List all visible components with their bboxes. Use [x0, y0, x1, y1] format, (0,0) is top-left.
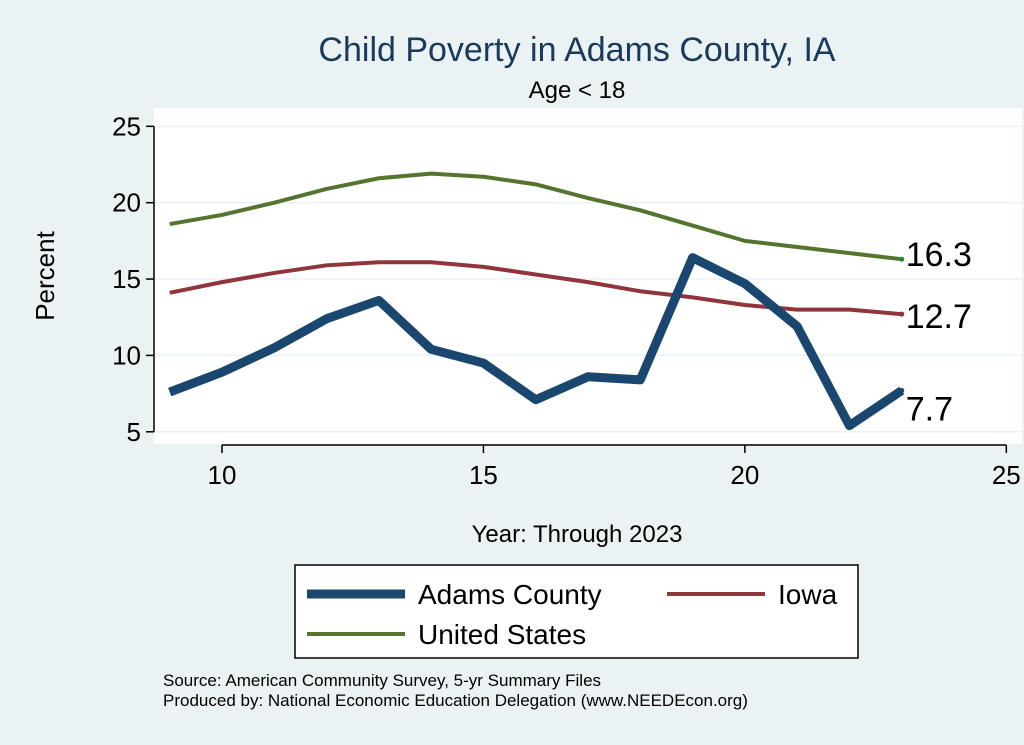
legend-label: Iowa — [778, 579, 838, 610]
series-layer: 7.7 12.7 16.3 — [168, 171, 972, 431]
end-marker — [899, 388, 905, 394]
end-label: 7.7 — [906, 391, 953, 429]
plot-area — [154, 108, 1022, 444]
gridlines — [154, 125, 1022, 433]
x-tick-label: 25 — [992, 460, 1021, 490]
legend: Adams County Iowa United States — [294, 564, 859, 659]
producer-note: Produced by: National Economic Education… — [163, 691, 748, 710]
end-marker — [899, 311, 905, 317]
x-tick-label: 15 — [469, 460, 498, 490]
footer: Source: American Community Survey, 5-yr … — [163, 671, 748, 711]
chart-title: Child Poverty in Adams County, IA — [318, 31, 835, 69]
x-tick-label: 10 — [208, 460, 237, 490]
y-axis-label: Percent — [30, 230, 60, 320]
x-axis-label: Year: Through 2023 — [472, 521, 683, 548]
legend-label: United States — [418, 619, 586, 650]
end-label: 12.7 — [906, 298, 972, 336]
chart-subtitle: Age < 18 — [529, 77, 626, 104]
y-tick-label: 5 — [127, 417, 141, 447]
series-line-united-states — [169, 171, 902, 262]
y-tick-label: 10 — [112, 340, 141, 370]
y-tick-label: 25 — [112, 111, 141, 141]
axes: 5 10 15 20 25 10 15 20 25 — [112, 111, 1021, 490]
source-note: Source: American Community Survey, 5-yr … — [163, 671, 602, 690]
y-tick-label: 20 — [112, 188, 141, 218]
x-tick-label: 20 — [730, 460, 759, 490]
y-tick-label: 15 — [112, 264, 141, 294]
legend-label: Adams County — [418, 579, 602, 610]
end-label: 16.3 — [906, 236, 972, 274]
end-marker — [899, 256, 905, 262]
series-line-adams-county — [168, 253, 905, 431]
legend-box — [294, 564, 859, 659]
